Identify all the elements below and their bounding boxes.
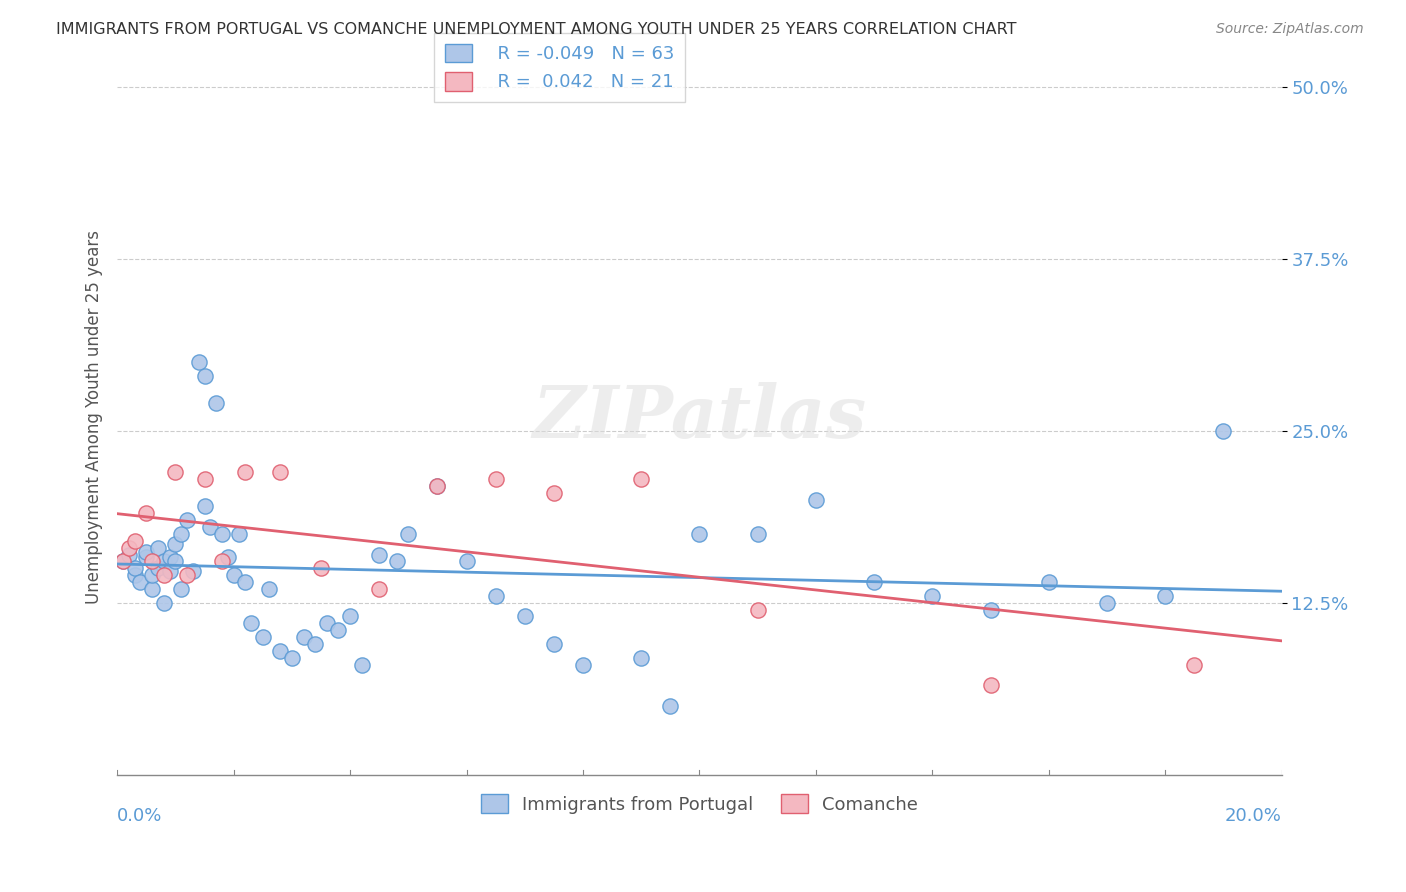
Point: [309, 561, 332, 575]
Point: [513, 609, 536, 624]
Point: [252, 630, 274, 644]
Point: [217, 550, 239, 565]
Text: 20.0%: 20.0%: [1225, 806, 1282, 825]
Point: [146, 561, 169, 575]
Point: [456, 554, 478, 568]
Point: [426, 479, 449, 493]
Point: [385, 554, 408, 568]
Point: [688, 527, 710, 541]
Point: [152, 596, 174, 610]
Point: [141, 582, 163, 596]
Point: [328, 624, 350, 638]
Point: [233, 575, 256, 590]
Point: [1182, 657, 1205, 672]
Point: [368, 582, 391, 596]
Point: [141, 568, 163, 582]
Point: [315, 616, 337, 631]
Point: [124, 568, 146, 582]
Point: [863, 575, 886, 590]
Point: [804, 492, 827, 507]
Point: [152, 568, 174, 582]
Point: [1212, 424, 1234, 438]
Point: [193, 500, 215, 514]
Point: [1038, 575, 1060, 590]
Point: [269, 465, 291, 479]
Point: [269, 644, 291, 658]
Point: [129, 575, 152, 590]
Point: [630, 472, 652, 486]
Y-axis label: Unemployment Among Youth under 25 years: Unemployment Among Youth under 25 years: [86, 230, 103, 604]
Point: [543, 485, 565, 500]
Point: [165, 465, 187, 479]
Point: [111, 554, 134, 568]
Point: [176, 568, 198, 582]
Point: [135, 506, 157, 520]
Point: [111, 554, 134, 568]
Point: [572, 657, 595, 672]
Point: [228, 527, 250, 541]
Point: [118, 548, 141, 562]
Point: [659, 698, 682, 713]
Point: [159, 564, 181, 578]
Point: [1095, 596, 1118, 610]
Point: [233, 465, 256, 479]
Point: [141, 554, 163, 568]
Point: [543, 637, 565, 651]
Point: [240, 616, 263, 631]
Point: [426, 479, 449, 493]
Point: [630, 650, 652, 665]
Legend: Immigrants from Portugal, Comanche: Immigrants from Portugal, Comanche: [472, 785, 927, 822]
Point: [747, 602, 769, 616]
Point: [1154, 589, 1177, 603]
Point: [165, 536, 187, 550]
Point: [921, 589, 943, 603]
Point: [257, 582, 280, 596]
Point: [211, 527, 233, 541]
Point: [187, 355, 209, 369]
Point: [165, 554, 187, 568]
Point: [396, 527, 419, 541]
Point: [304, 637, 326, 651]
Point: [170, 582, 193, 596]
Point: [205, 396, 228, 410]
Text: ZIPatlas: ZIPatlas: [533, 382, 866, 452]
Point: [292, 630, 315, 644]
Point: [485, 472, 508, 486]
Point: [193, 368, 215, 383]
Point: [176, 513, 198, 527]
Point: [980, 602, 1002, 616]
Point: [146, 541, 169, 555]
Point: [368, 548, 391, 562]
Point: [181, 564, 204, 578]
Point: [281, 650, 304, 665]
Point: [118, 541, 141, 555]
Point: [222, 568, 245, 582]
Point: [980, 678, 1002, 692]
Point: [485, 589, 508, 603]
Point: [747, 527, 769, 541]
Point: [135, 545, 157, 559]
Point: [350, 657, 373, 672]
Point: [170, 527, 193, 541]
Point: [135, 550, 157, 565]
Point: [124, 561, 146, 575]
Point: [152, 554, 174, 568]
Point: [159, 550, 181, 565]
Point: [193, 472, 215, 486]
Point: [200, 520, 222, 534]
Text: 0.0%: 0.0%: [117, 806, 163, 825]
Point: [124, 533, 146, 548]
Point: [211, 554, 233, 568]
Text: Source: ZipAtlas.com: Source: ZipAtlas.com: [1216, 22, 1364, 37]
Point: [339, 609, 361, 624]
Text: IMMIGRANTS FROM PORTUGAL VS COMANCHE UNEMPLOYMENT AMONG YOUTH UNDER 25 YEARS COR: IMMIGRANTS FROM PORTUGAL VS COMANCHE UNE…: [56, 22, 1017, 37]
